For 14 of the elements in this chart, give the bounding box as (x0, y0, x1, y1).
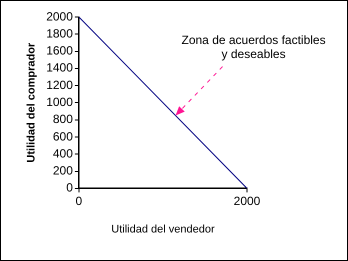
y-tick-label: 1800 (46, 26, 74, 40)
y-tick-label: 800 (52, 112, 74, 126)
y-tick-label: 400 (52, 146, 74, 160)
y-tick-label: 0 (66, 180, 74, 195)
y-tick-label: 1200 (46, 78, 74, 92)
annotation: Zona de acuerdos factibles y deseables (182, 32, 326, 61)
y-tick-label: 1400 (46, 60, 74, 75)
y-axis-title: Utilidad del comprador (26, 42, 38, 163)
y-tick-label: 2000 (46, 9, 74, 24)
y-tick-label: 600 (52, 129, 74, 144)
x-axis-title: Utilidad del vendedor (111, 223, 215, 236)
y-tick-label: 1600 (46, 44, 74, 58)
y-tick-label: 200 (52, 164, 74, 178)
y-tick-label: 1000 (46, 95, 74, 110)
